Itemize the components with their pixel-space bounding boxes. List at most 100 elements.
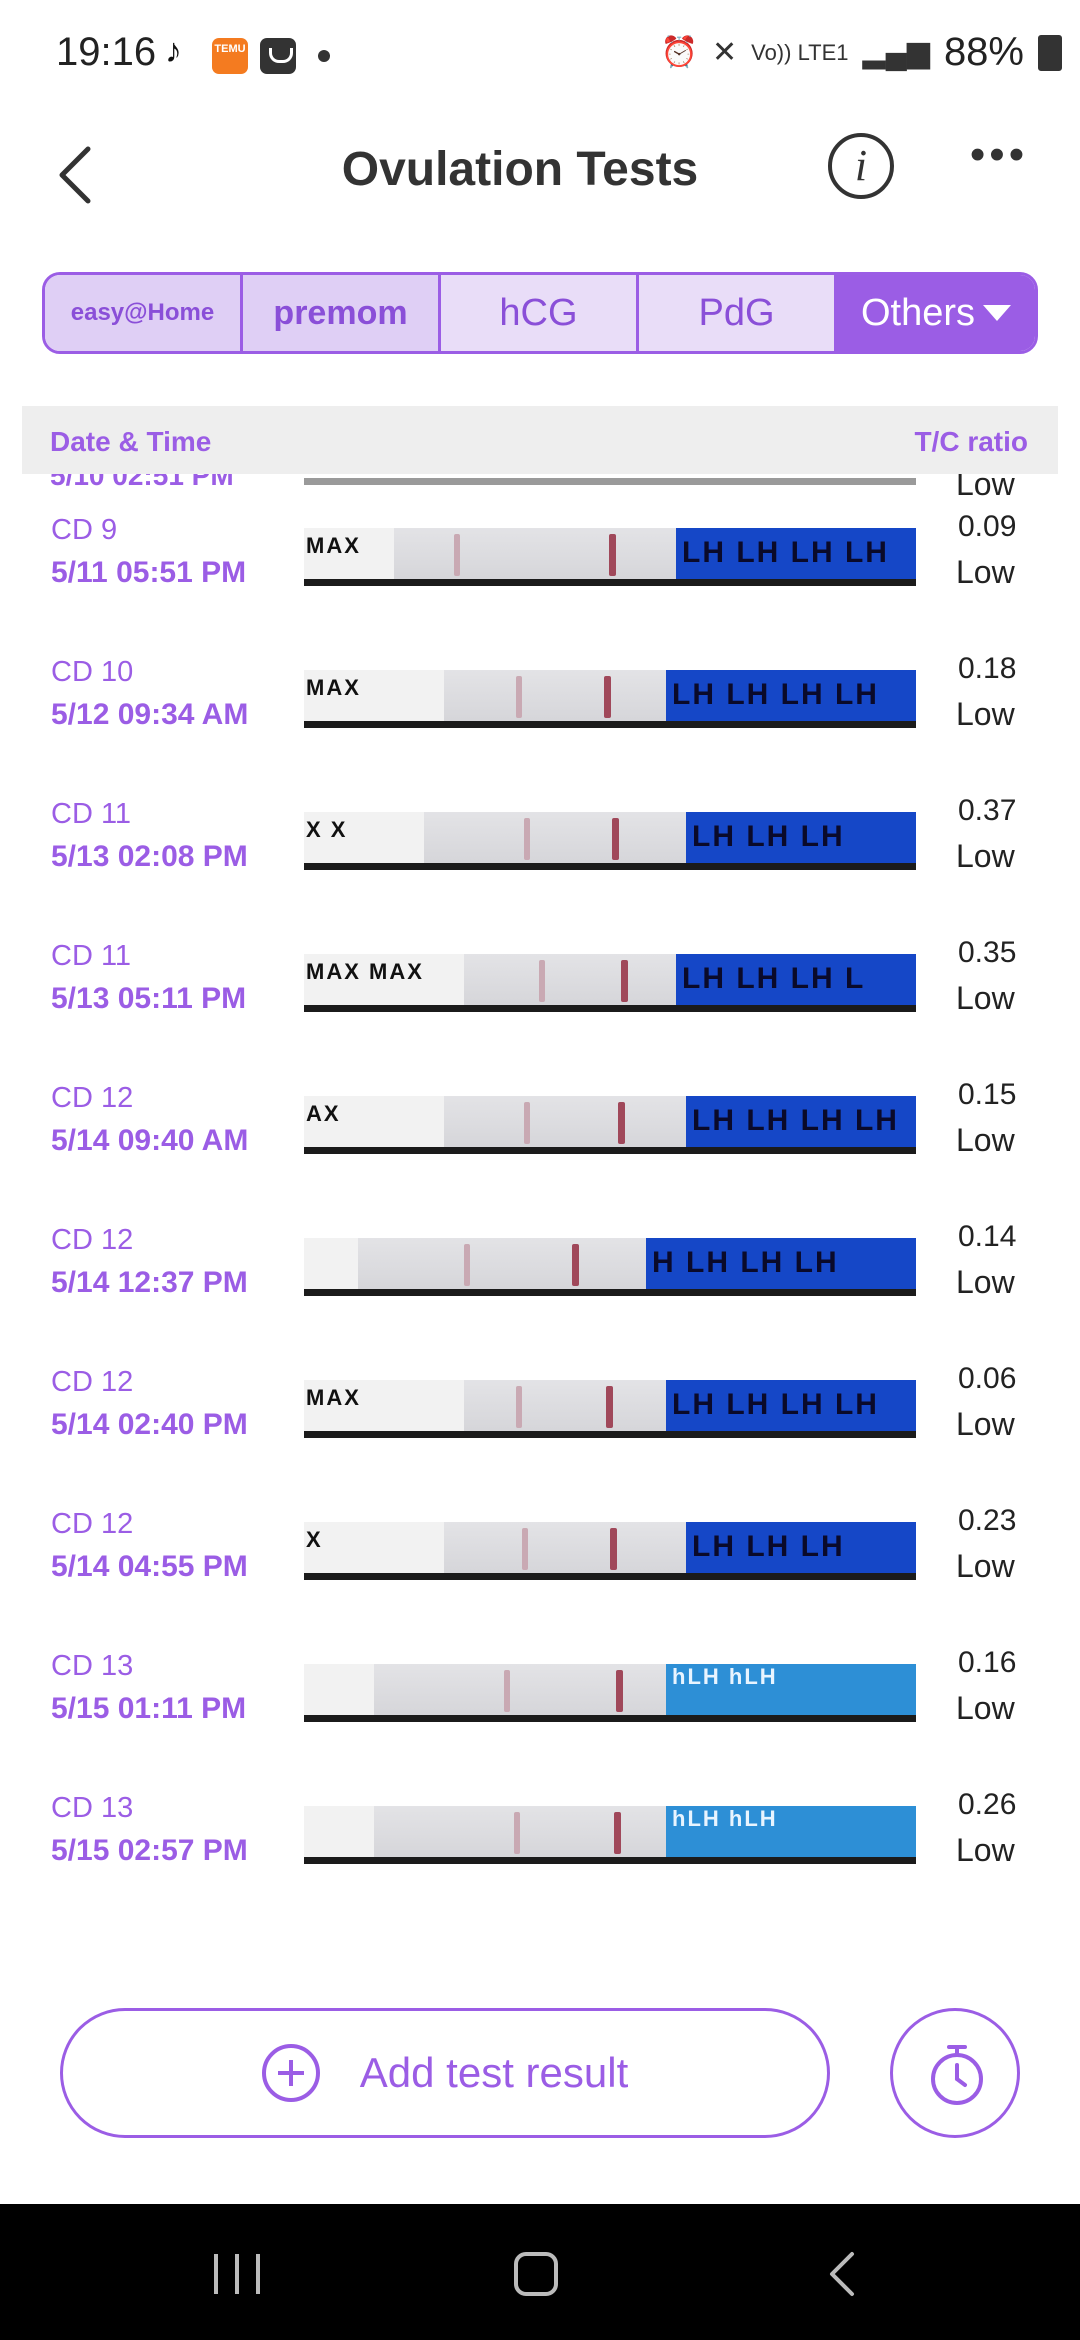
- control-line: [606, 1386, 613, 1428]
- test-line: [524, 1102, 530, 1144]
- temu-icon: TEMU: [212, 38, 248, 74]
- back-icon[interactable]: [822, 2248, 862, 2300]
- test-strip-image: X LH LH LH: [304, 1522, 916, 1580]
- mute-icon: ✕: [711, 36, 738, 69]
- row-cycle-day: CD 13: [51, 1650, 134, 1682]
- table-row[interactable]: CD 12 5/14 02:40 PM MAX LH LH LH LH 0.06 Low: [0, 1348, 1080, 1490]
- recents-icon[interactable]: [214, 2254, 260, 2294]
- control-line: [621, 960, 628, 1002]
- test-line: [504, 1670, 510, 1712]
- home-icon[interactable]: [514, 2252, 558, 2296]
- strip-handle: [304, 1664, 374, 1722]
- add-test-result-button[interactable]: Add test result: [60, 2008, 830, 2138]
- row-tc-ratio: 0.35: [958, 936, 1017, 969]
- control-line: [614, 1812, 621, 1854]
- table-row[interactable]: CD 13 5/15 01:11 PM hLH hLH 0.16 Low: [0, 1632, 1080, 1774]
- table-row[interactable]: CD 11 5/13 05:11 PM MAX MAX LH LH LH L 0.35 L…: [0, 922, 1080, 1064]
- control-line: [618, 1102, 625, 1144]
- row-level: Low: [956, 1832, 1015, 1868]
- control-line: [604, 676, 611, 718]
- system-nav-bar: [0, 2204, 1080, 2340]
- control-line: [572, 1244, 579, 1286]
- row-level: Low: [956, 1690, 1015, 1726]
- row-level: Low: [956, 838, 1015, 874]
- table-row[interactable]: CD 13 5/15 02:57 PM hLH hLH 0.26 Low: [0, 1774, 1080, 1916]
- test-line: [464, 1244, 470, 1286]
- strip-band-label: LH LH LH: [686, 812, 916, 870]
- tab-hcg[interactable]: hCG: [441, 275, 639, 351]
- tab-pdg[interactable]: PdG: [639, 275, 837, 351]
- test-strip-image: AX LH LH LH LH: [304, 1096, 916, 1154]
- row-tc-ratio: 0.14: [958, 1220, 1017, 1253]
- row-cycle-day: CD 12: [51, 1082, 134, 1114]
- strip-handle: X X: [304, 812, 424, 870]
- test-results-list[interactable]: 5/10 02:51 PM Low CD 9 5/11 05:51 PM MAX LH…: [0, 474, 1080, 1944]
- test-line: [516, 676, 522, 718]
- table-row[interactable]: CD 12 5/14 04:55 PM X LH LH LH 0.23 Low: [0, 1490, 1080, 1632]
- strip-handle: AX: [304, 1096, 444, 1154]
- strip-handle: [304, 1806, 374, 1864]
- test-strip-image: H LH LH LH: [304, 1238, 916, 1296]
- alarm-icon: ⏰: [660, 36, 698, 69]
- row-level: Low: [956, 474, 1015, 502]
- more-options-button[interactable]: •••: [964, 133, 1034, 195]
- tab-premom[interactable]: premom: [243, 275, 441, 351]
- row-cycle-day: CD 11: [51, 798, 132, 830]
- table-row[interactable]: CD 12 5/14 12:37 PM H LH LH LH 0.14 Low: [0, 1206, 1080, 1348]
- strip-handle: MAX MAX: [304, 954, 464, 1012]
- row-datetime: 5/13 02:08 PM: [51, 840, 248, 873]
- more-horizontal-icon: •••: [969, 130, 1029, 179]
- strip-band-label: H LH LH LH: [646, 1238, 916, 1296]
- page-title: Ovulation Tests: [341, 143, 699, 196]
- row-cycle-day: CD 12: [51, 1508, 134, 1540]
- tab-easy-home[interactable]: easy@Home: [45, 275, 243, 351]
- tab-label: PdG: [698, 291, 775, 334]
- back-button[interactable]: [48, 139, 108, 211]
- shop-icon: [260, 38, 296, 74]
- row-tc-ratio: 0.37: [958, 794, 1017, 827]
- tab-others[interactable]: Others: [837, 275, 1035, 351]
- status-time: 19:16: [56, 30, 157, 74]
- tiktok-icon: ♪: [165, 32, 182, 70]
- row-cycle-day: CD 12: [51, 1366, 134, 1398]
- column-tc-ratio: T/C ratio: [914, 426, 1028, 457]
- test-strip-image: X X LH LH LH: [304, 812, 916, 870]
- row-level: Low: [956, 980, 1015, 1016]
- add-test-result-label: Add test result: [359, 2049, 629, 2096]
- battery-icon: [1038, 34, 1062, 71]
- strip-handle: MAX: [304, 670, 444, 728]
- row-datetime: 5/11 05:51 PM: [51, 556, 247, 589]
- strip-handle: MAX: [304, 1380, 464, 1438]
- easy-home-logo: easy@Home: [70, 299, 215, 326]
- control-line: [610, 1528, 617, 1570]
- table-row[interactable]: 5/10 02:51 PM Low: [0, 474, 1080, 502]
- table-row[interactable]: CD 9 5/11 05:51 PM MAX LH LH LH LH 0.09 Low: [0, 496, 1080, 638]
- status-indicators: ⏰ ✕ Vo)) LTE1 ▂▄▆ 88%: [661, 30, 1062, 75]
- row-level: Low: [956, 1122, 1015, 1158]
- table-row[interactable]: CD 10 5/12 09:34 AM MAX LH LH LH LH 0.18 Low: [0, 638, 1080, 780]
- row-level: Low: [956, 1548, 1015, 1584]
- table-row[interactable]: CD 12 5/14 09:40 AM AX LH LH LH LH 0.15 Low: [0, 1064, 1080, 1206]
- row-cycle-day: CD 10: [51, 656, 134, 688]
- row-datetime: 5/15 02:57 PM: [51, 1834, 248, 1867]
- table-row[interactable]: CD 11 5/13 02:08 PM X X LH LH LH 0.37 Low: [0, 780, 1080, 922]
- row-datetime: 5/13 05:11 PM: [51, 982, 247, 1015]
- row-level: Low: [956, 554, 1015, 590]
- test-strip-image: MAX LH LH LH LH: [304, 670, 916, 728]
- tab-label: hCG: [499, 291, 578, 334]
- strip-handle: [304, 1238, 358, 1296]
- test-strip-image: MAX LH LH LH LH: [304, 528, 916, 586]
- notification-dot-icon: [318, 50, 330, 62]
- row-level: Low: [956, 1406, 1015, 1442]
- control-line: [609, 534, 616, 576]
- row-tc-ratio: 0.15: [958, 1078, 1017, 1111]
- row-tc-ratio: 0.26: [958, 1788, 1017, 1821]
- premom-logo: premom: [273, 293, 408, 332]
- control-line: [616, 1670, 623, 1712]
- test-line: [514, 1812, 520, 1854]
- info-button[interactable]: i: [828, 133, 894, 199]
- row-datetime: 5/15 01:11 PM: [51, 1692, 247, 1725]
- timer-button[interactable]: [890, 2008, 1020, 2138]
- strip-band-label: LH LH LH LH: [666, 670, 916, 728]
- row-tc-ratio: 0.09: [958, 510, 1017, 543]
